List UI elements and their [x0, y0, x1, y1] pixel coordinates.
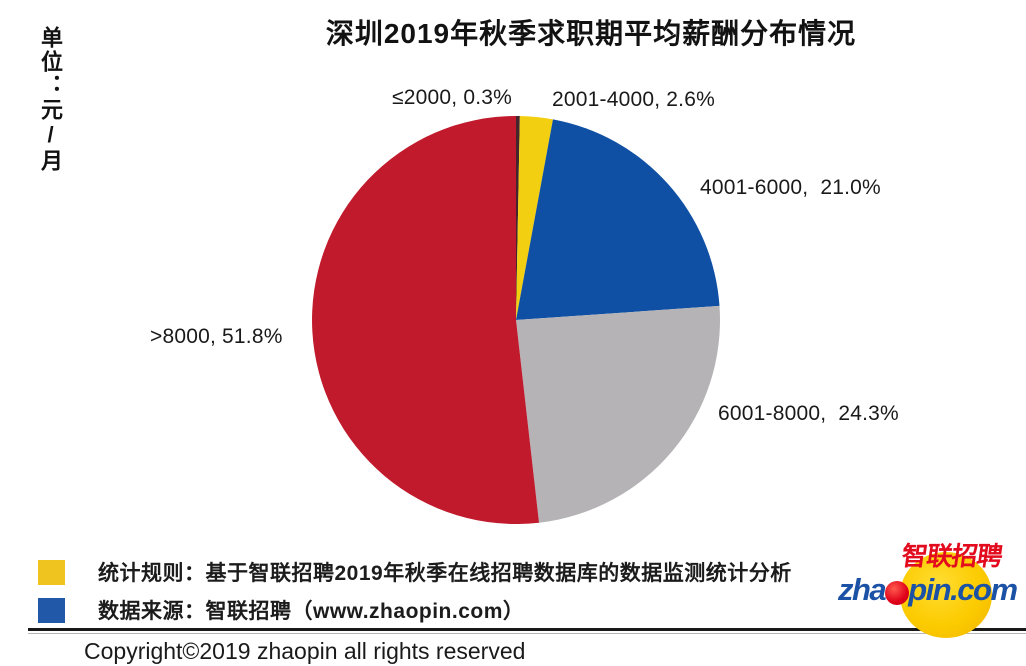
logo-domain-left: zha	[838, 572, 887, 607]
slice-label-4001-6000: 4001-6000, 21.0%	[700, 176, 881, 199]
slice-label-2001-4000: 2001-4000, 2.6%	[552, 88, 715, 111]
slice-label-gt8000: >8000, 51.8%	[150, 325, 283, 348]
logo-red-dot-icon	[885, 580, 910, 605]
logo-brand-chinese: 智联招聘	[899, 541, 1004, 571]
logo-yellow-circle-icon	[900, 552, 992, 638]
pie-slice-6001-8000	[516, 305, 720, 523]
legend-text-rule: 统计规则：基于智联招聘2019年秋季在线招聘数据库的数据监测统计分析	[98, 562, 792, 585]
copyright-text: Copyright©2019 zhaopin all rights reserv…	[84, 638, 526, 664]
legend-swatch-blue-icon	[38, 597, 65, 623]
pie-chart	[312, 116, 720, 524]
pie-slice-≤2000	[516, 116, 520, 320]
pie-slice->8000	[312, 116, 540, 524]
pie-slice-2001-4000	[516, 116, 553, 320]
slice-label-le2000: ≤2000, 0.3%	[392, 86, 512, 109]
unit-label: 单位：元/月	[38, 26, 63, 173]
legend-swatch-yellow-icon	[38, 559, 65, 585]
legend-item-source: 数据来源：智联招聘（www.zhaopin.com）	[38, 596, 792, 624]
chart-title: 深圳2019年秋季求职期平均薪酬分布情况	[325, 18, 857, 49]
divider-line	[28, 628, 1026, 634]
logo-domain-right: pin.com	[908, 572, 1018, 607]
legend-item-rule: 统计规则：基于智联招聘2019年秋季在线招聘数据库的数据监测统计分析	[38, 558, 792, 586]
slice-label-6001-8000: 6001-8000, 24.3%	[718, 402, 899, 425]
pie-slice-4001-6000	[516, 119, 720, 320]
legend: 统计规则：基于智联招聘2019年秋季在线招聘数据库的数据监测统计分析 数据来源：…	[38, 558, 792, 634]
zhaopin-logo: 智联招聘 zha pin.com	[838, 540, 1026, 638]
logo-domain-text: zha pin.com	[838, 572, 1018, 608]
legend-text-source: 数据来源：智联招聘（www.zhaopin.com）	[98, 600, 525, 623]
